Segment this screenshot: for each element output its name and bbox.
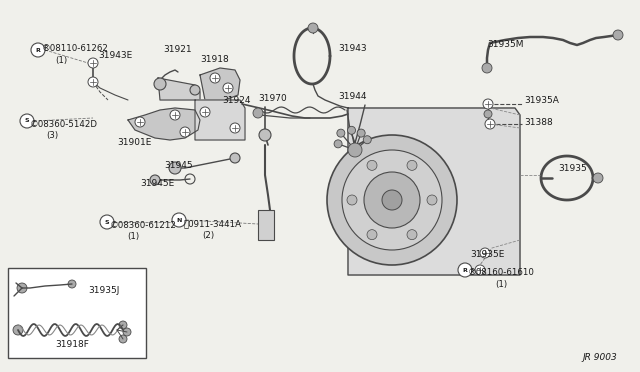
Text: R: R	[463, 267, 467, 273]
Circle shape	[230, 123, 240, 133]
Text: ©08360-61212: ©08360-61212	[110, 221, 177, 230]
Circle shape	[17, 283, 27, 293]
Circle shape	[342, 150, 442, 250]
Circle shape	[613, 30, 623, 40]
Circle shape	[150, 175, 160, 185]
Circle shape	[308, 23, 318, 33]
Circle shape	[100, 215, 114, 229]
Polygon shape	[128, 108, 200, 140]
Circle shape	[357, 129, 365, 137]
Circle shape	[475, 265, 485, 275]
Circle shape	[348, 126, 356, 134]
Text: JR 9003: JR 9003	[582, 353, 617, 362]
Polygon shape	[158, 78, 200, 100]
Circle shape	[382, 190, 402, 210]
Circle shape	[364, 172, 420, 228]
Text: 31921: 31921	[163, 45, 191, 54]
Circle shape	[482, 63, 492, 73]
Polygon shape	[348, 108, 520, 275]
Circle shape	[348, 143, 362, 157]
Text: 31918F: 31918F	[55, 340, 89, 349]
Circle shape	[170, 110, 180, 120]
Text: 31945E: 31945E	[140, 179, 174, 188]
Text: 31943E: 31943E	[98, 51, 132, 60]
Circle shape	[480, 248, 490, 258]
Text: (1): (1)	[495, 280, 507, 289]
Circle shape	[407, 230, 417, 240]
Circle shape	[169, 162, 181, 174]
Circle shape	[327, 135, 457, 265]
Circle shape	[367, 230, 377, 240]
Text: S: S	[105, 219, 109, 224]
Circle shape	[31, 43, 45, 57]
Circle shape	[210, 73, 220, 83]
Circle shape	[337, 129, 345, 137]
Text: (3): (3)	[46, 131, 58, 140]
Circle shape	[407, 160, 417, 170]
Text: 31935A: 31935A	[524, 96, 559, 105]
Text: (2): (2)	[202, 231, 214, 240]
Circle shape	[458, 263, 472, 277]
Text: 31943: 31943	[338, 44, 367, 53]
Text: N: N	[176, 218, 182, 222]
Circle shape	[483, 99, 493, 109]
Circle shape	[223, 83, 233, 93]
Circle shape	[230, 153, 240, 163]
Text: (1): (1)	[127, 232, 139, 241]
Text: ®08110-61262: ®08110-61262	[42, 44, 109, 53]
Text: 31970: 31970	[258, 94, 287, 103]
Polygon shape	[200, 68, 240, 100]
Text: 31935J: 31935J	[88, 286, 120, 295]
Circle shape	[484, 110, 492, 118]
Text: ⑀0911-3441A: ⑀0911-3441A	[184, 219, 242, 228]
Text: S: S	[25, 119, 29, 124]
Circle shape	[172, 213, 186, 227]
Polygon shape	[195, 100, 245, 140]
Text: 31901E: 31901E	[117, 138, 152, 147]
Circle shape	[180, 127, 190, 137]
Circle shape	[154, 78, 166, 90]
Circle shape	[123, 328, 131, 336]
Circle shape	[347, 195, 357, 205]
Circle shape	[135, 117, 145, 127]
Text: ®08160-61610: ®08160-61610	[468, 268, 535, 277]
Circle shape	[485, 119, 495, 129]
Circle shape	[190, 85, 200, 95]
Circle shape	[259, 129, 271, 141]
Circle shape	[119, 335, 127, 343]
FancyBboxPatch shape	[8, 268, 146, 358]
Text: ©08360-5142D: ©08360-5142D	[30, 120, 98, 129]
FancyBboxPatch shape	[258, 210, 274, 240]
Text: 31924: 31924	[222, 96, 250, 105]
Circle shape	[88, 77, 98, 87]
Text: 31935: 31935	[558, 164, 587, 173]
Circle shape	[593, 173, 603, 183]
Circle shape	[119, 321, 127, 329]
Text: 31945: 31945	[164, 161, 193, 170]
Text: 31944: 31944	[338, 92, 367, 101]
Text: R: R	[36, 48, 40, 52]
Circle shape	[88, 58, 98, 68]
Circle shape	[253, 108, 263, 118]
Circle shape	[334, 140, 342, 148]
Text: (1): (1)	[55, 56, 67, 65]
Text: 31918: 31918	[200, 55, 228, 64]
Text: 31935M: 31935M	[487, 40, 524, 49]
Circle shape	[20, 114, 34, 128]
Text: 31935E: 31935E	[470, 250, 504, 259]
Circle shape	[68, 280, 76, 288]
Text: 31388: 31388	[524, 118, 553, 127]
Circle shape	[427, 195, 437, 205]
Circle shape	[13, 325, 23, 335]
Circle shape	[367, 160, 377, 170]
Circle shape	[364, 136, 371, 144]
Circle shape	[200, 107, 210, 117]
